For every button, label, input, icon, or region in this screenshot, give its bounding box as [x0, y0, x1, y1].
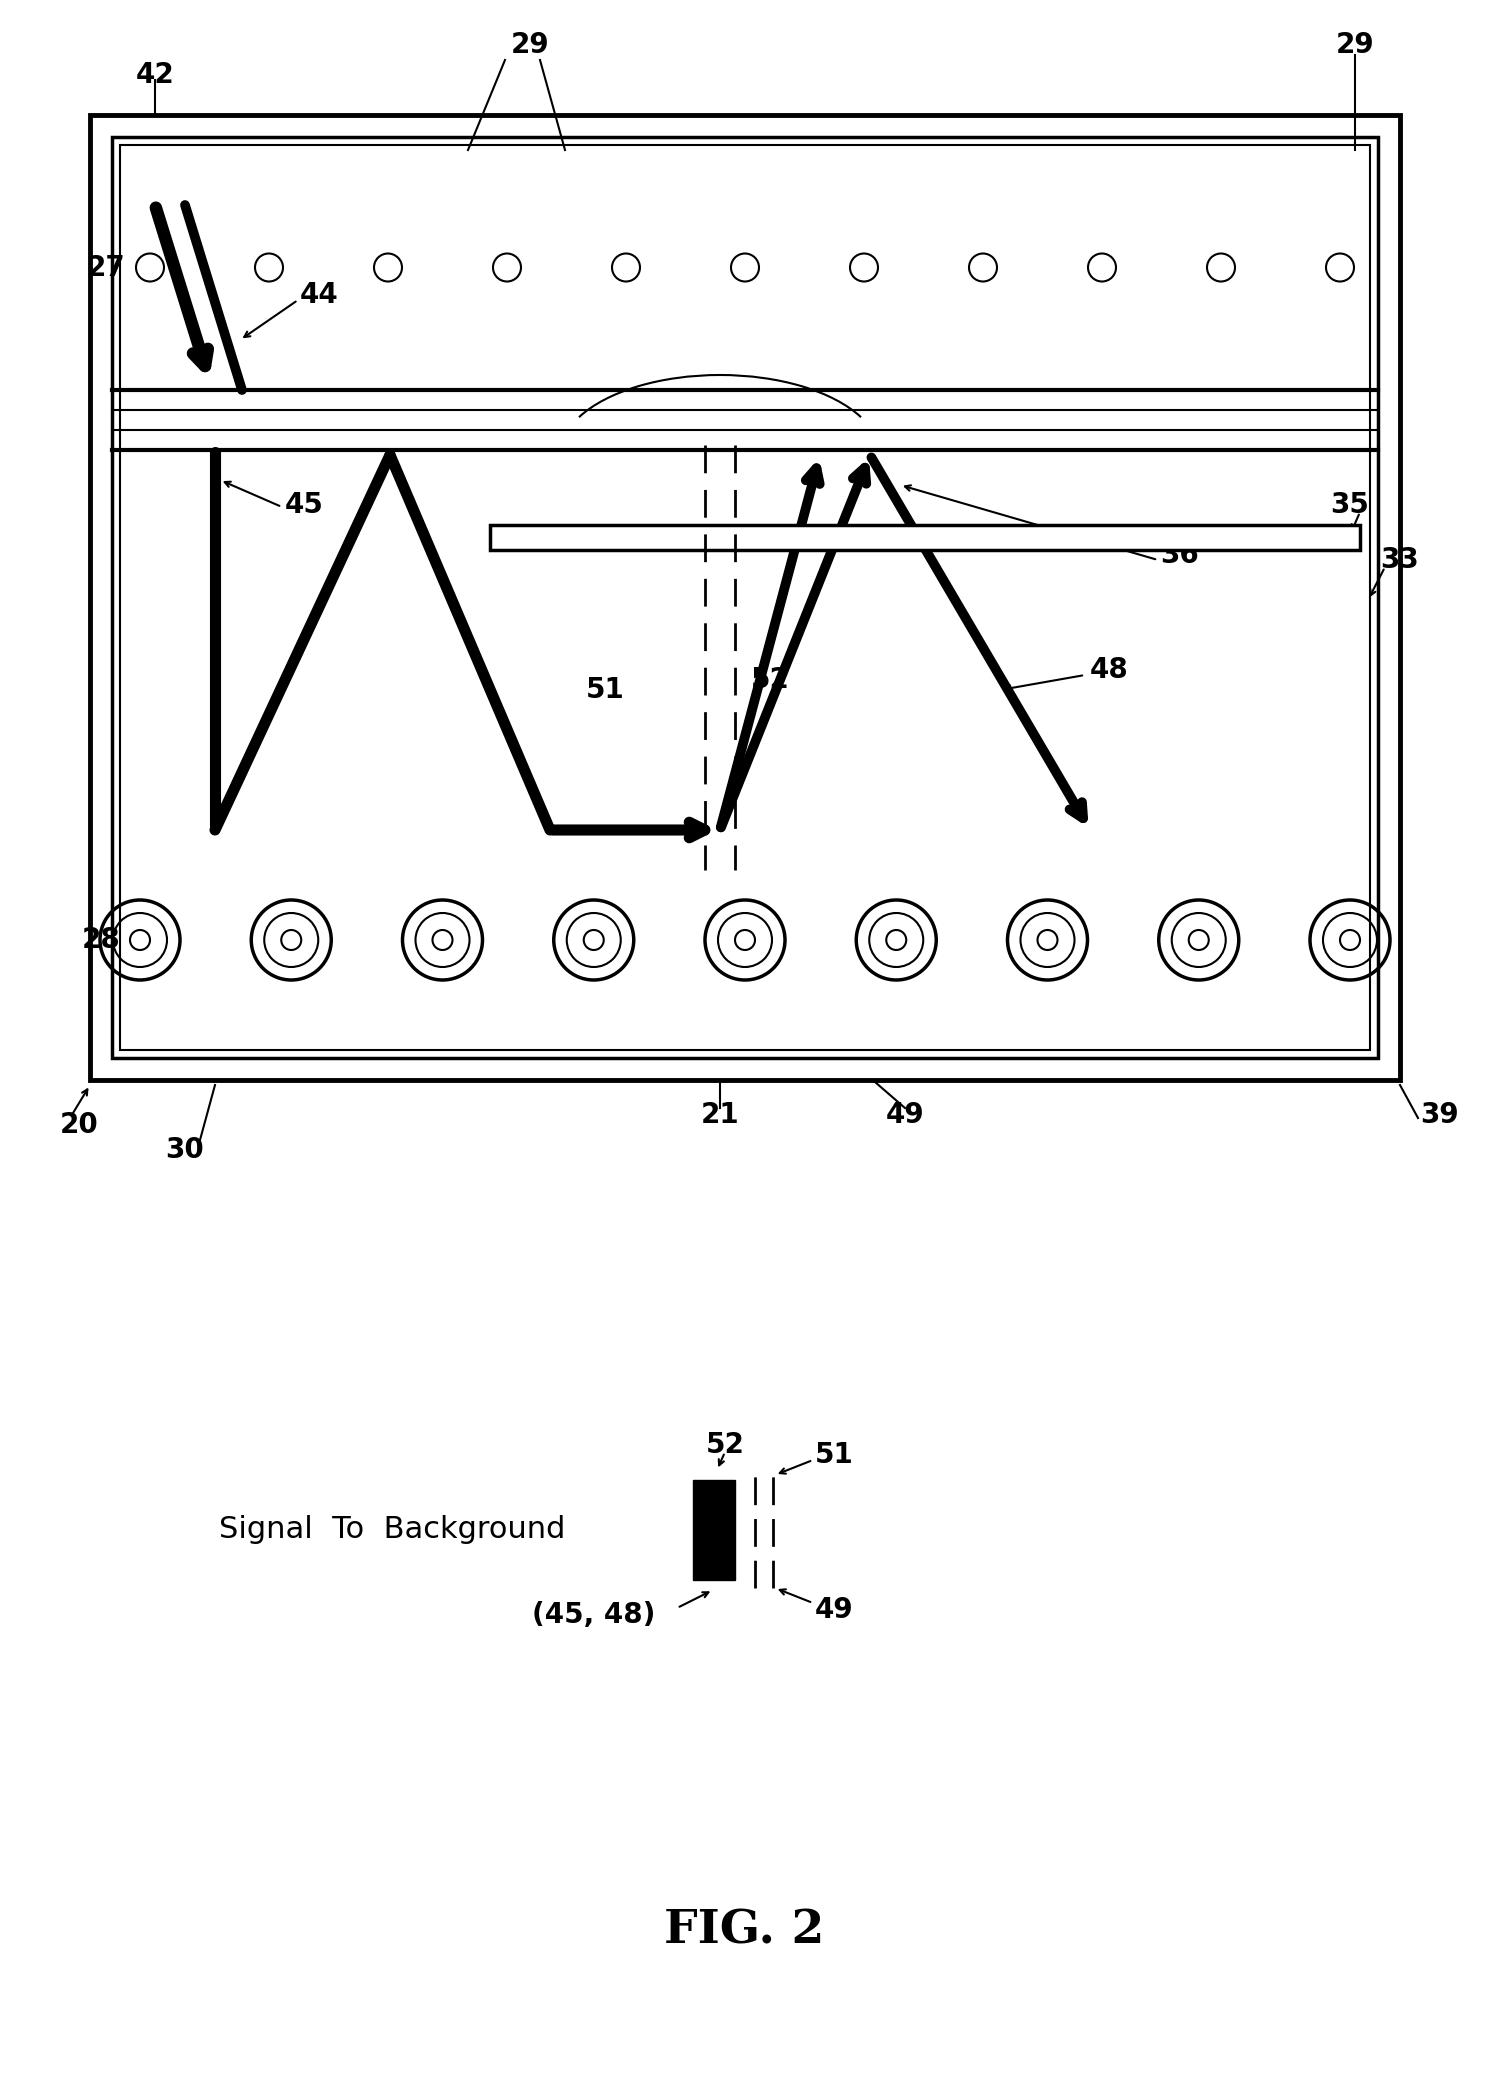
Text: 29: 29	[511, 31, 549, 59]
Text: 28: 28	[82, 926, 121, 953]
Bar	[692, 1480, 736, 1580]
Text: 49: 49	[886, 1101, 925, 1129]
Text: 44: 44	[299, 280, 339, 309]
Text: 21: 21	[701, 1101, 740, 1129]
Text: 52: 52	[706, 1432, 744, 1459]
Text: 39: 39	[1421, 1101, 1459, 1129]
Text: 51: 51	[585, 675, 624, 704]
Bar	[121, 144, 1370, 1049]
Text: 45: 45	[284, 491, 325, 518]
Text: 33: 33	[1380, 545, 1419, 575]
Text: 30: 30	[165, 1137, 204, 1164]
Bar	[112, 138, 1377, 1058]
Text: 35: 35	[1330, 491, 1368, 518]
Bar	[490, 525, 1359, 550]
Text: 52: 52	[750, 667, 789, 694]
Text: 20: 20	[60, 1112, 98, 1139]
Text: 42: 42	[135, 61, 174, 90]
Bar	[89, 115, 1400, 1081]
Text: 27: 27	[86, 253, 125, 282]
Text: (45, 48): (45, 48)	[532, 1601, 655, 1628]
Text: Signal  To  Background: Signal To Background	[219, 1515, 564, 1545]
Text: FIG. 2: FIG. 2	[664, 1906, 825, 1952]
Text: 29: 29	[1336, 31, 1374, 59]
Text: 36: 36	[1160, 541, 1199, 568]
Text: 51: 51	[814, 1440, 853, 1469]
Text: 48: 48	[1090, 656, 1129, 683]
Text: 49: 49	[814, 1597, 853, 1624]
